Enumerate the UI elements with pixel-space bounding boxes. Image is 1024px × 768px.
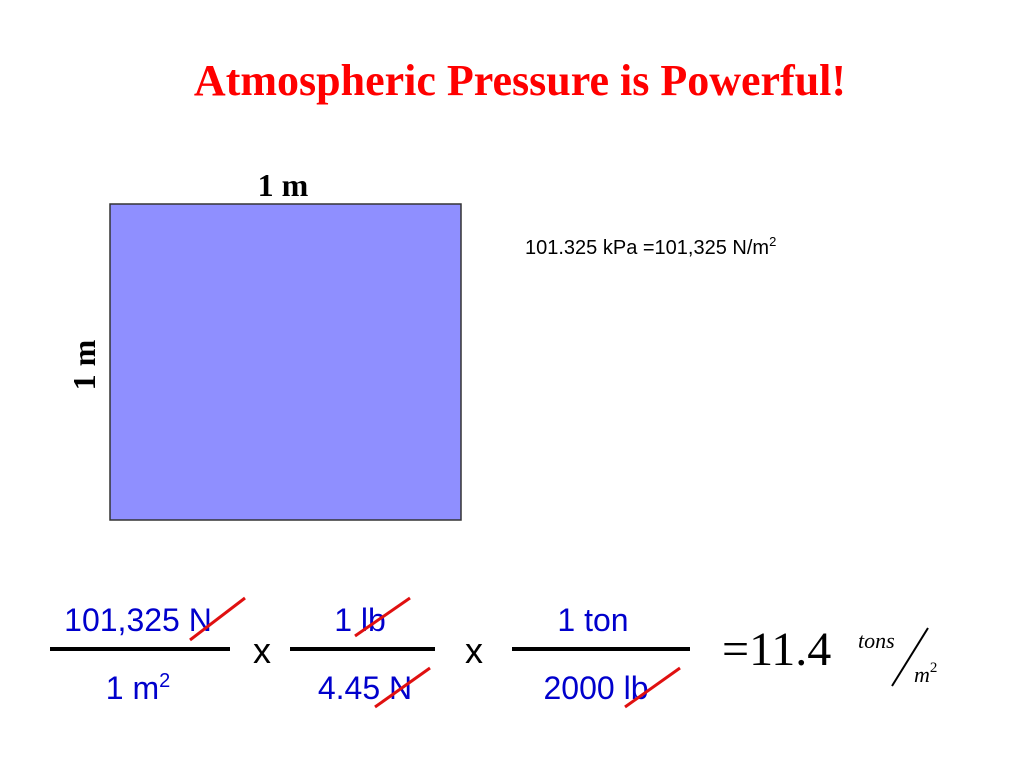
- note-text: 101.325 kPa =101,325 N/m: [525, 237, 769, 259]
- denominator-text: 1 m: [106, 670, 159, 706]
- note-sup: 2: [769, 234, 776, 249]
- top-label: 1 m: [258, 167, 309, 203]
- unit-denominator-text: m: [914, 662, 930, 687]
- cancel-mark: [189, 596, 246, 642]
- unit-square: [109, 203, 462, 521]
- unit-denominator-sup: 2: [930, 660, 938, 676]
- unit-numerator: tons: [858, 628, 895, 653]
- numerator: 1 ton: [557, 602, 628, 638]
- side-label: 1 m: [66, 339, 102, 390]
- numerator: 101,325 N: [64, 602, 212, 638]
- cancel-mark: [624, 666, 681, 709]
- pressure-note: 101.325 kPa =101,325 N/m2: [525, 234, 776, 259]
- unit-denominator: m2: [914, 660, 937, 687]
- cancel-mark: [354, 596, 411, 638]
- unit-slash: [891, 627, 929, 687]
- denominator-sup: 2: [159, 670, 170, 692]
- slide-title: Atmospheric Pressure is Powerful!: [194, 56, 846, 105]
- operator: x: [465, 630, 483, 671]
- denominator: 1 m2: [106, 670, 170, 706]
- denominator: 4.45 N: [318, 670, 412, 706]
- operator: x: [253, 630, 271, 671]
- cancel-mark: [374, 666, 431, 709]
- denominator: 2000 lb: [544, 670, 649, 706]
- result-value: =11.4: [722, 623, 831, 676]
